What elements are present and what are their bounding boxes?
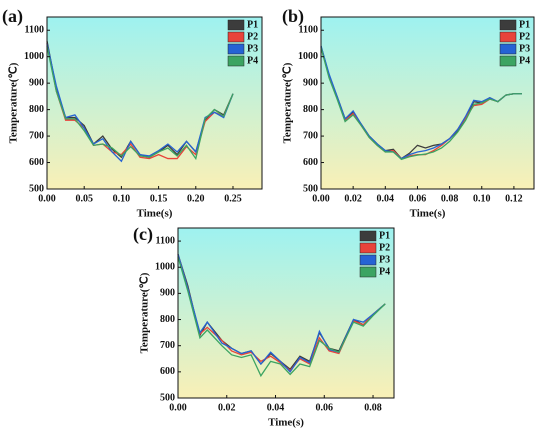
x-tick-label: 0.20 bbox=[187, 193, 205, 204]
x-tick-label: 0.25 bbox=[224, 193, 242, 204]
y-tick-label: 1100 bbox=[156, 235, 175, 246]
plot-background bbox=[178, 228, 394, 398]
legend-label: P4 bbox=[379, 266, 390, 277]
series-line bbox=[46, 45, 234, 161]
legend-label: P2 bbox=[247, 31, 258, 42]
x-tick-label: 0.05 bbox=[75, 193, 93, 204]
legend-swatch bbox=[499, 31, 517, 43]
x-tick-label: 0.00 bbox=[312, 193, 330, 204]
legend-label: P1 bbox=[379, 230, 390, 241]
plot-frame bbox=[177, 227, 395, 399]
y-tick-label: 800 bbox=[160, 314, 175, 325]
series-line bbox=[320, 47, 522, 161]
plot-background bbox=[47, 17, 262, 189]
y-tick-label: 1100 bbox=[299, 25, 318, 36]
y-tick-label: 1000 bbox=[155, 262, 175, 273]
legend-label: P2 bbox=[519, 31, 530, 42]
x-tick-label: 0.12 bbox=[505, 193, 523, 204]
y-tick-label: 900 bbox=[29, 77, 44, 88]
legend-swatch bbox=[359, 230, 377, 242]
plot-background bbox=[321, 17, 534, 189]
y-tick-label: 1000 bbox=[298, 51, 318, 62]
y-tick-label: 1100 bbox=[25, 25, 44, 36]
legend-label: P3 bbox=[247, 43, 258, 54]
series-line bbox=[177, 256, 386, 378]
y-axis-label: Temperature(℃) bbox=[282, 62, 294, 143]
y-tick-label: 700 bbox=[303, 130, 318, 141]
x-tick-label: 0.02 bbox=[218, 402, 236, 413]
legend-label: P1 bbox=[519, 19, 530, 30]
y-tick-label: 600 bbox=[160, 366, 175, 377]
legend-swatch bbox=[227, 43, 245, 55]
y-tick-label: 800 bbox=[29, 104, 44, 115]
legend-swatch bbox=[499, 43, 517, 55]
x-axis-label: Time(s) bbox=[410, 208, 446, 220]
legend-swatch bbox=[359, 242, 377, 254]
x-tick-label: 0.08 bbox=[441, 193, 459, 204]
y-axis-label: Temperature(℃) bbox=[8, 62, 20, 143]
x-tick-label: 0.15 bbox=[150, 193, 168, 204]
legend-label: P2 bbox=[379, 242, 390, 253]
series-line bbox=[177, 253, 386, 373]
x-tick-label: 0.10 bbox=[473, 193, 491, 204]
panel-label: (b) bbox=[282, 6, 304, 27]
legend-swatch bbox=[359, 266, 377, 278]
legend-swatch bbox=[227, 31, 245, 43]
legend-swatch bbox=[227, 55, 245, 67]
y-tick-label: 700 bbox=[160, 340, 175, 351]
legend-label: P4 bbox=[519, 55, 530, 66]
x-tick-label: 0.00 bbox=[38, 193, 56, 204]
y-tick-label: 1000 bbox=[24, 51, 44, 62]
x-tick-label: 0.04 bbox=[267, 402, 285, 413]
legend-label: P4 bbox=[247, 55, 258, 66]
legend-swatch bbox=[227, 19, 245, 31]
panel-label: (a) bbox=[2, 6, 23, 27]
y-tick-label: 500 bbox=[303, 183, 318, 194]
legend-label: P3 bbox=[519, 43, 530, 54]
x-axis-label: Time(s) bbox=[268, 417, 304, 429]
legend-label: P3 bbox=[379, 254, 390, 265]
x-axis-label: Time(s) bbox=[137, 208, 173, 220]
legend-swatch bbox=[359, 254, 377, 266]
y-tick-label: 500 bbox=[29, 183, 44, 194]
x-tick-label: 0.06 bbox=[316, 402, 334, 413]
y-tick-label: 900 bbox=[160, 288, 175, 299]
y-tick-label: 600 bbox=[29, 157, 44, 168]
series-line bbox=[320, 45, 522, 160]
y-axis-label: Temperature(℃) bbox=[139, 272, 151, 353]
y-tick-label: 800 bbox=[303, 104, 318, 115]
legend-swatch bbox=[499, 55, 517, 67]
plot-frame bbox=[46, 16, 263, 190]
panel-label: (c) bbox=[133, 224, 153, 245]
legend-swatch bbox=[499, 19, 517, 31]
series-line bbox=[46, 43, 234, 163]
y-tick-label: 900 bbox=[303, 77, 318, 88]
x-tick-label: 0.10 bbox=[113, 193, 131, 204]
x-tick-label: 0.08 bbox=[364, 402, 382, 413]
plot-frame bbox=[320, 16, 535, 190]
x-tick-label: 0.04 bbox=[377, 193, 395, 204]
x-tick-label: 0.06 bbox=[409, 193, 427, 204]
x-tick-label: 0.02 bbox=[344, 193, 362, 204]
x-tick-label: 0.00 bbox=[169, 402, 187, 413]
y-tick-label: 500 bbox=[160, 392, 175, 403]
legend-label: P1 bbox=[247, 19, 258, 30]
y-tick-label: 600 bbox=[303, 157, 318, 168]
y-tick-label: 700 bbox=[29, 130, 44, 141]
